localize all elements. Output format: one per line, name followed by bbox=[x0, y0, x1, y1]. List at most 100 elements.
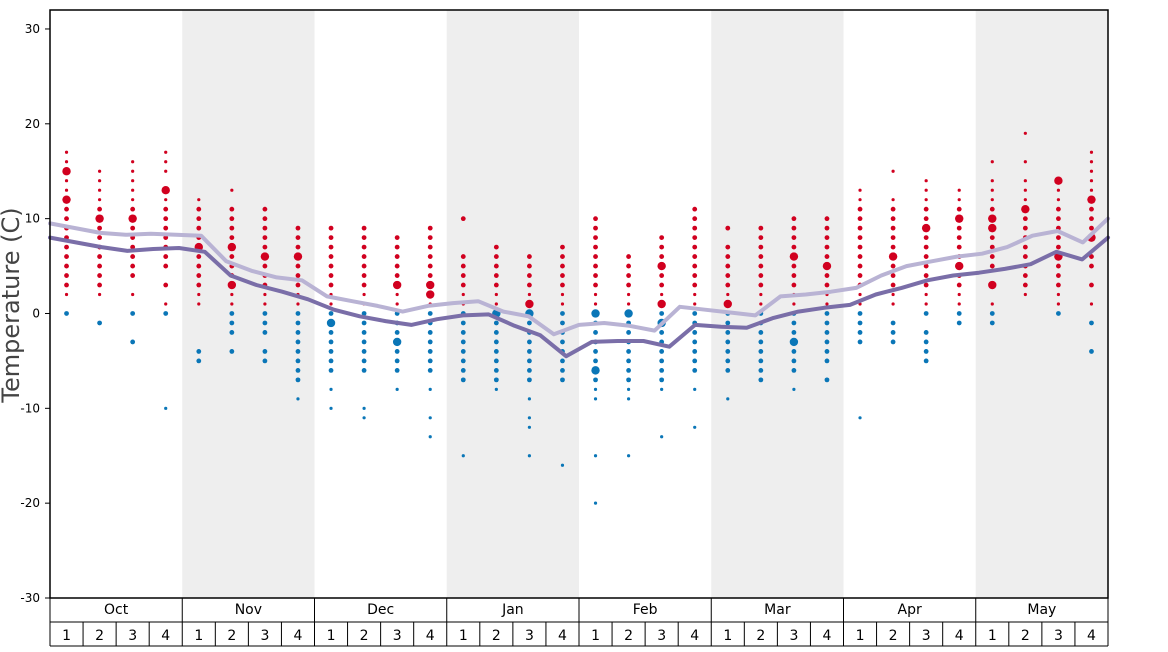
warm-point bbox=[230, 292, 234, 297]
cold-point bbox=[758, 377, 764, 383]
warm-point bbox=[494, 292, 498, 297]
warm-point bbox=[64, 206, 69, 212]
warm-point bbox=[822, 261, 832, 271]
warm-point bbox=[295, 273, 301, 278]
warm-point bbox=[97, 273, 102, 278]
warm-point bbox=[262, 216, 268, 222]
warm-point bbox=[659, 254, 665, 259]
warm-point bbox=[64, 263, 69, 269]
warm-point bbox=[1089, 225, 1094, 231]
cold-point bbox=[328, 330, 334, 335]
warm-point bbox=[758, 225, 764, 231]
warm-point bbox=[97, 263, 102, 269]
warm-point bbox=[229, 225, 235, 231]
warm-point bbox=[131, 188, 135, 192]
warm-point bbox=[924, 198, 928, 202]
warm-point bbox=[229, 254, 235, 259]
warm-point bbox=[164, 150, 168, 154]
warm-point bbox=[130, 244, 136, 250]
warm-point bbox=[626, 263, 631, 269]
cold-point bbox=[791, 349, 797, 354]
warm-point bbox=[692, 225, 698, 231]
cold-point bbox=[229, 330, 235, 335]
week-label: 3 bbox=[789, 628, 798, 644]
cold-point bbox=[692, 330, 698, 335]
cold-point bbox=[593, 397, 598, 401]
warm-point bbox=[560, 263, 565, 269]
warm-point bbox=[493, 254, 499, 259]
cold-point bbox=[493, 377, 499, 383]
cold-point bbox=[725, 339, 731, 345]
warm-point bbox=[660, 292, 664, 297]
month-label: Dec bbox=[367, 602, 394, 618]
warm-point bbox=[657, 261, 666, 271]
warm-point bbox=[857, 216, 863, 222]
cold-point bbox=[626, 349, 631, 354]
cold-point bbox=[560, 311, 565, 316]
warm-point bbox=[230, 302, 234, 306]
warm-point bbox=[791, 273, 797, 278]
warm-point bbox=[593, 282, 598, 288]
warm-point bbox=[64, 179, 69, 183]
warm-point bbox=[857, 263, 863, 269]
cold-point bbox=[394, 358, 400, 364]
warm-point bbox=[1022, 225, 1028, 231]
cold-point bbox=[626, 454, 631, 458]
warm-point bbox=[130, 225, 136, 231]
warm-point bbox=[560, 244, 565, 250]
warm-point bbox=[1021, 204, 1030, 214]
cold-point bbox=[659, 349, 665, 354]
warm-point bbox=[427, 244, 433, 250]
cold-point bbox=[295, 377, 301, 383]
warm-point bbox=[197, 292, 201, 297]
warm-point bbox=[427, 225, 433, 231]
cold-point bbox=[1089, 349, 1094, 354]
week-label: 2 bbox=[756, 628, 765, 644]
warm-point bbox=[328, 254, 334, 259]
warm-point bbox=[792, 302, 796, 306]
warm-point bbox=[890, 282, 896, 288]
warm-point bbox=[361, 282, 367, 288]
warm-point bbox=[626, 273, 631, 278]
warm-point bbox=[1056, 282, 1061, 288]
cold-point bbox=[626, 330, 631, 335]
warm-point bbox=[924, 302, 928, 306]
warm-point bbox=[1022, 216, 1028, 222]
warm-point bbox=[1056, 206, 1061, 212]
cold-point bbox=[560, 377, 565, 383]
week-label: 4 bbox=[161, 628, 170, 644]
warm-point bbox=[361, 244, 367, 250]
warm-point bbox=[493, 263, 499, 269]
warm-point bbox=[227, 242, 237, 252]
warm-point bbox=[956, 244, 962, 250]
warm-point bbox=[262, 225, 268, 231]
warm-point bbox=[328, 282, 334, 288]
cold-point bbox=[593, 387, 598, 391]
warm-point bbox=[130, 254, 136, 259]
cold-point bbox=[262, 311, 268, 316]
warm-point bbox=[164, 160, 168, 164]
warm-point bbox=[1089, 150, 1094, 154]
cold-point bbox=[527, 454, 532, 458]
cold-point bbox=[328, 349, 334, 354]
warm-point bbox=[131, 292, 135, 297]
warm-point bbox=[626, 302, 631, 306]
cold-point bbox=[427, 367, 433, 373]
cold-point bbox=[626, 377, 631, 383]
month-label: May bbox=[1027, 602, 1056, 618]
warm-point bbox=[1089, 206, 1094, 212]
cold-point bbox=[460, 358, 466, 364]
warm-point bbox=[262, 263, 268, 269]
warm-point bbox=[824, 282, 830, 288]
warm-point bbox=[659, 244, 665, 250]
warm-point bbox=[593, 292, 598, 297]
cold-point bbox=[890, 330, 896, 335]
cold-point bbox=[560, 463, 565, 467]
warm-point bbox=[460, 263, 466, 269]
cold-point bbox=[857, 311, 863, 316]
warm-point bbox=[1056, 198, 1061, 202]
warm-point bbox=[693, 302, 697, 306]
warm-point bbox=[196, 216, 202, 222]
upper-series-line bbox=[48, 216, 1110, 337]
warm-point bbox=[461, 292, 465, 297]
